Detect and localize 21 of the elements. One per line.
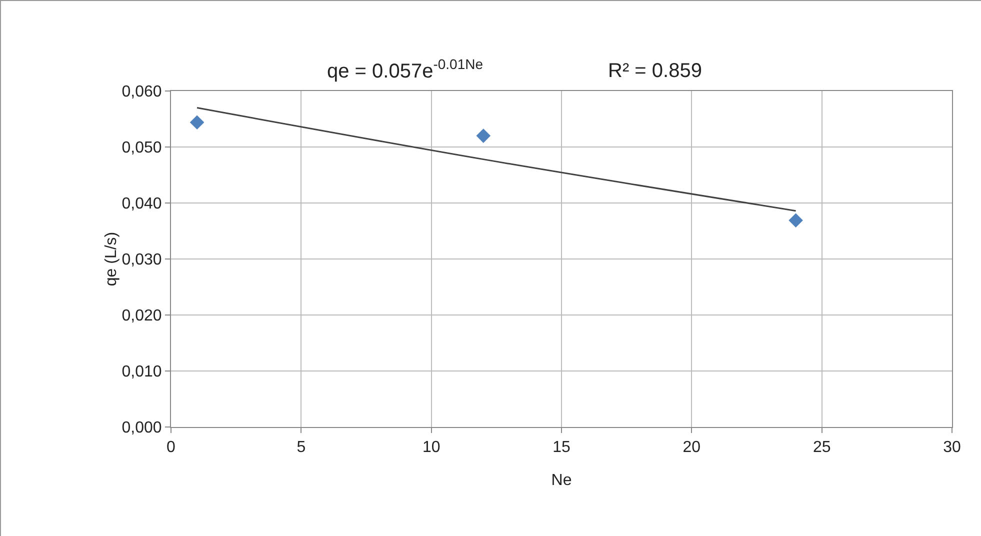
y-tick-label: 0,000: [122, 420, 162, 437]
x-axis-title: Ne: [551, 472, 572, 489]
y-tick-label: 0,060: [122, 84, 162, 101]
text: qe = 0.057e$^{-0.01Ne}$: [327, 56, 484, 82]
point: [190, 115, 204, 130]
x-tick-label: 25: [812, 439, 831, 456]
y-tick-label: 0,040: [122, 196, 162, 213]
point: [788, 213, 803, 228]
x-tick-label: 15: [552, 439, 570, 456]
y-tick-label: 0,050: [122, 140, 162, 157]
y-axis-title: qe (L/s): [102, 232, 120, 286]
x-tick-label: 20: [682, 439, 701, 456]
text: R² = 0.859: [608, 60, 702, 82]
y-tick-label: 0,030: [122, 252, 162, 269]
x-tick-label: 0: [166, 439, 176, 456]
point: [476, 128, 491, 143]
x-tick-label: 10: [422, 439, 440, 456]
y-tick-label: 0,020: [122, 308, 162, 325]
x-tick-label: 5: [296, 439, 306, 456]
x-tick-label: 30: [943, 439, 961, 456]
y-tick-label: 0,010: [122, 364, 162, 381]
